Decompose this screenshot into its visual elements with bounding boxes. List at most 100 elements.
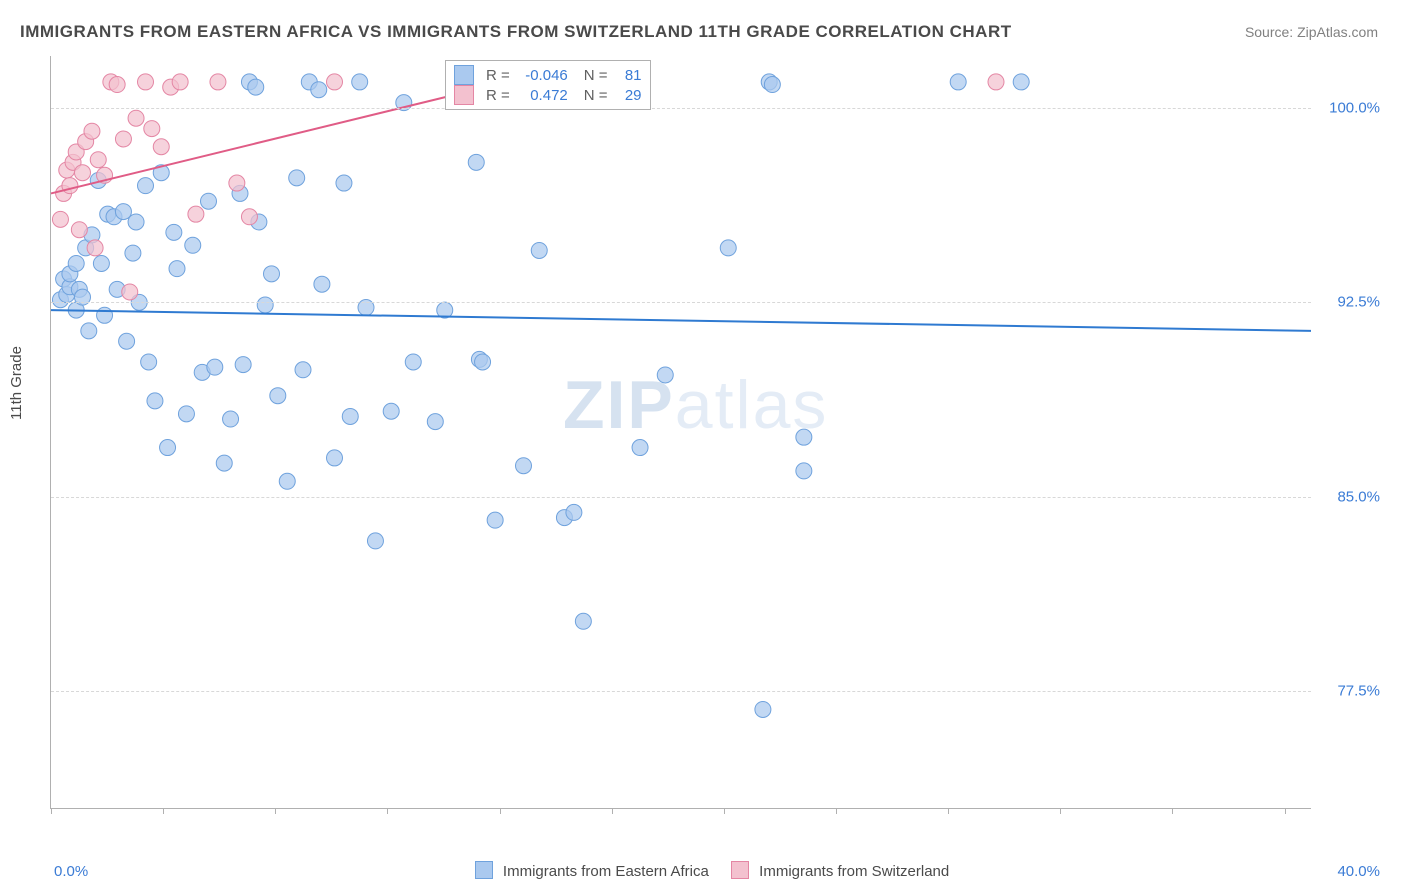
data-point [141, 354, 157, 370]
data-point [327, 450, 343, 466]
data-point [1013, 74, 1029, 90]
y-tick-label: 92.5% [1337, 294, 1380, 311]
data-point [122, 284, 138, 300]
data-point [755, 701, 771, 717]
data-point [475, 354, 491, 370]
data-point [235, 357, 251, 373]
data-point [566, 504, 582, 520]
x-tick [163, 808, 164, 814]
data-point [248, 79, 264, 95]
data-point [352, 74, 368, 90]
x-tick [51, 808, 52, 814]
gridline [51, 497, 1311, 498]
data-point [75, 165, 91, 181]
data-point [160, 440, 176, 456]
y-tick-label: 100.0% [1329, 99, 1380, 116]
data-point [342, 408, 358, 424]
data-point [128, 110, 144, 126]
data-point [632, 440, 648, 456]
plot-area: ZIPatlas [50, 56, 1311, 809]
data-point [188, 206, 204, 222]
data-point [93, 255, 109, 271]
legend-swatch-1 [475, 861, 493, 879]
data-point [796, 429, 812, 445]
x-tick [836, 808, 837, 814]
x-tick [612, 808, 613, 814]
legend-stat-row: R =0.472N =29 [454, 85, 642, 105]
data-point [71, 222, 87, 238]
data-point [97, 307, 113, 323]
y-axis-label: 11th Grade [8, 346, 25, 420]
data-point [201, 193, 217, 209]
legend-label-2: Immigrants from Switzerland [759, 863, 949, 880]
data-point [68, 255, 84, 271]
data-point [720, 240, 736, 256]
x-tick [275, 808, 276, 814]
data-point [367, 533, 383, 549]
x-tick [1060, 808, 1061, 814]
scatter-svg [51, 56, 1311, 808]
x-tick [948, 808, 949, 814]
trend-line [51, 310, 1311, 331]
data-point [336, 175, 352, 191]
data-point [764, 77, 780, 93]
data-point [166, 224, 182, 240]
data-point [270, 388, 286, 404]
y-tick-label: 85.0% [1337, 488, 1380, 505]
data-point [516, 458, 532, 474]
x-tick [387, 808, 388, 814]
data-point [109, 77, 125, 93]
data-point [295, 362, 311, 378]
data-point [223, 411, 239, 427]
correlation-legend: R =-0.046N =81R =0.472N =29 [445, 60, 651, 110]
data-point [950, 74, 966, 90]
gridline [51, 691, 1311, 692]
data-point [314, 276, 330, 292]
data-point [147, 393, 163, 409]
data-point [427, 414, 443, 430]
data-point [311, 82, 327, 98]
data-point [575, 613, 591, 629]
legend-stat-row: R =-0.046N =81 [454, 65, 642, 85]
data-point [988, 74, 1004, 90]
data-point [84, 123, 100, 139]
source-label: Source: ZipAtlas.com [1245, 24, 1378, 40]
x-tick [500, 808, 501, 814]
data-point [178, 406, 194, 422]
legend-swatch-2 [731, 861, 749, 879]
chart-title: IMMIGRANTS FROM EASTERN AFRICA VS IMMIGR… [20, 22, 1012, 42]
data-point [327, 74, 343, 90]
data-point [115, 131, 131, 147]
x-tick [1285, 808, 1286, 814]
data-point [144, 121, 160, 137]
gridline [51, 108, 1311, 109]
data-point [169, 261, 185, 277]
data-point [119, 333, 135, 349]
data-point [81, 323, 97, 339]
data-point [657, 367, 673, 383]
data-point [405, 354, 421, 370]
data-point [172, 74, 188, 90]
data-point [62, 178, 78, 194]
data-point [210, 74, 226, 90]
data-point [531, 242, 547, 258]
data-point [279, 473, 295, 489]
data-point [185, 237, 201, 253]
bottom-legend: Immigrants from Eastern Africa Immigrant… [0, 861, 1406, 880]
legend-label-1: Immigrants from Eastern Africa [503, 863, 709, 880]
data-point [257, 297, 273, 313]
data-point [87, 240, 103, 256]
data-point [289, 170, 305, 186]
x-tick [724, 808, 725, 814]
data-point [153, 139, 169, 155]
data-point [264, 266, 280, 282]
data-point [468, 154, 484, 170]
data-point [90, 152, 106, 168]
data-point [138, 74, 154, 90]
data-point [487, 512, 503, 528]
data-point [216, 455, 232, 471]
data-point [207, 359, 223, 375]
data-point [128, 214, 144, 230]
data-point [229, 175, 245, 191]
data-point [383, 403, 399, 419]
